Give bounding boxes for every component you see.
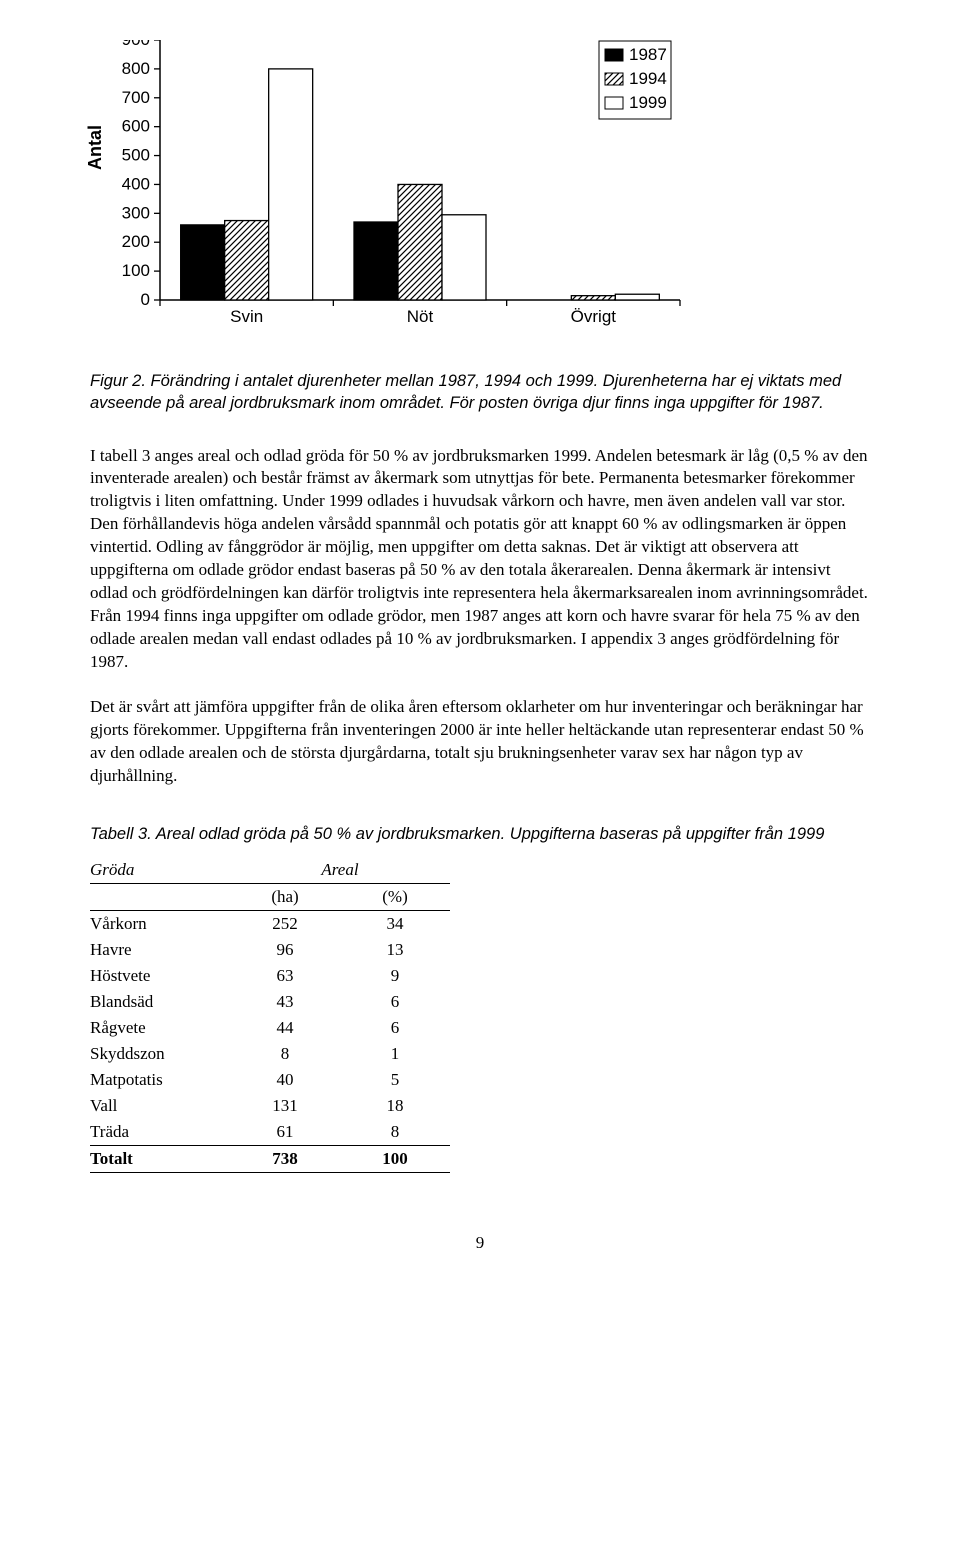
cell-name: Vårkorn: [90, 910, 230, 937]
table-row: Matpotatis405: [90, 1067, 450, 1093]
cell-ha: 61: [230, 1119, 340, 1146]
th-pct: (%): [340, 883, 450, 910]
y-axis-label: Antal: [85, 125, 106, 170]
table-row: Havre9613: [90, 937, 450, 963]
svg-text:300: 300: [122, 203, 150, 222]
svg-text:500: 500: [122, 146, 150, 165]
cell-ha: 131: [230, 1093, 340, 1119]
cell-name: Blandsäd: [90, 989, 230, 1015]
bar-chart: Antal 0100200300400500600700800900SvinNö…: [100, 40, 870, 340]
cell-pct: 34: [340, 910, 450, 937]
cell-pct: 1: [340, 1041, 450, 1067]
cell-ha: 63: [230, 963, 340, 989]
table-row: Skyddszon81: [90, 1041, 450, 1067]
table-row: Vårkorn25234: [90, 910, 450, 937]
svg-text:800: 800: [122, 59, 150, 78]
svg-text:100: 100: [122, 261, 150, 280]
cell-ha: 40: [230, 1067, 340, 1093]
cell-ha: 43: [230, 989, 340, 1015]
cell-name: Vall: [90, 1093, 230, 1119]
table-row: Blandsäd436: [90, 989, 450, 1015]
svg-text:0: 0: [141, 290, 150, 309]
cell-name: Matpotatis: [90, 1067, 230, 1093]
figure-caption: Figur 2. Förändring i antalet djurenhete…: [90, 370, 870, 415]
table-row: Vall13118: [90, 1093, 450, 1119]
page-number: 9: [90, 1233, 870, 1253]
table-row: Rågvete446: [90, 1015, 450, 1041]
th-blank: [90, 883, 230, 910]
svg-text:700: 700: [122, 88, 150, 107]
cell-name: Totalt: [90, 1145, 230, 1172]
svg-text:400: 400: [122, 174, 150, 193]
cell-name: Höstvete: [90, 963, 230, 989]
table-row: Höstvete639: [90, 963, 450, 989]
cell-name: Havre: [90, 937, 230, 963]
cell-pct: 8: [340, 1119, 450, 1146]
svg-text:600: 600: [122, 117, 150, 136]
cell-ha: 96: [230, 937, 340, 963]
cell-pct: 13: [340, 937, 450, 963]
svg-text:1987: 1987: [629, 45, 667, 64]
svg-text:Övrigt: Övrigt: [571, 307, 617, 326]
th-groda: Gröda: [90, 857, 230, 884]
cell-name: Träda: [90, 1119, 230, 1146]
table-row: Träda618: [90, 1119, 450, 1146]
svg-text:Nöt: Nöt: [407, 307, 434, 326]
paragraph-2: Det är svårt att jämföra uppgifter från …: [90, 696, 870, 788]
cell-name: Rågvete: [90, 1015, 230, 1041]
cell-ha: 252: [230, 910, 340, 937]
cell-ha: 8: [230, 1041, 340, 1067]
svg-text:1999: 1999: [629, 93, 667, 112]
th-areal: Areal: [230, 857, 450, 884]
cell-pct: 6: [340, 1015, 450, 1041]
table-caption: Tabell 3. Areal odlad gröda på 50 % av j…: [90, 823, 870, 845]
chart-svg: 0 100 200 300 400 500 600 700 800 900 Svin Nöt Övrig…: [100, 40, 800, 340]
cell-pct: 5: [340, 1067, 450, 1093]
cell-ha: 738: [230, 1145, 340, 1172]
svg-text:900: 900: [122, 40, 150, 49]
svg-text:1994: 1994: [629, 69, 667, 88]
table-row-total: Totalt738100: [90, 1145, 450, 1172]
crop-table: Gröda Areal (ha) (%) Vårkorn25234Havre96…: [90, 857, 450, 1173]
cell-ha: 44: [230, 1015, 340, 1041]
cell-pct: 9: [340, 963, 450, 989]
cell-pct: 100: [340, 1145, 450, 1172]
cell-pct: 6: [340, 989, 450, 1015]
svg-text:Svin: Svin: [230, 307, 263, 326]
cell-pct: 18: [340, 1093, 450, 1119]
th-ha: (ha): [230, 883, 340, 910]
paragraph-1: I tabell 3 anges areal och odlad gröda f…: [90, 445, 870, 674]
cell-name: Skyddszon: [90, 1041, 230, 1067]
svg-text:200: 200: [122, 232, 150, 251]
